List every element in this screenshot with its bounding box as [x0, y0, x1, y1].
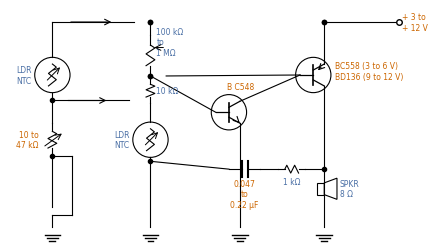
- Text: 1 kΩ: 1 kΩ: [283, 177, 301, 186]
- Text: BC558 (3 to 6 V)
BD136 (9 to 12 V): BC558 (3 to 6 V) BD136 (9 to 12 V): [335, 62, 403, 81]
- Text: LDR
NTC: LDR NTC: [16, 66, 32, 85]
- Text: 10 to
47 kΩ: 10 to 47 kΩ: [16, 131, 39, 150]
- Text: + 3 to
+ 12 V: + 3 to + 12 V: [401, 13, 427, 33]
- Text: SPKR
8 Ω: SPKR 8 Ω: [340, 179, 360, 199]
- Bar: [317, 183, 324, 195]
- Text: 10 kΩ: 10 kΩ: [156, 87, 179, 96]
- Text: 0.047
to
0.22 μF: 0.047 to 0.22 μF: [230, 179, 259, 209]
- Text: LDR
NTC: LDR NTC: [114, 131, 130, 150]
- Text: B C548: B C548: [227, 82, 254, 91]
- Text: 100 kΩ
to
1 MΩ: 100 kΩ to 1 MΩ: [156, 28, 184, 57]
